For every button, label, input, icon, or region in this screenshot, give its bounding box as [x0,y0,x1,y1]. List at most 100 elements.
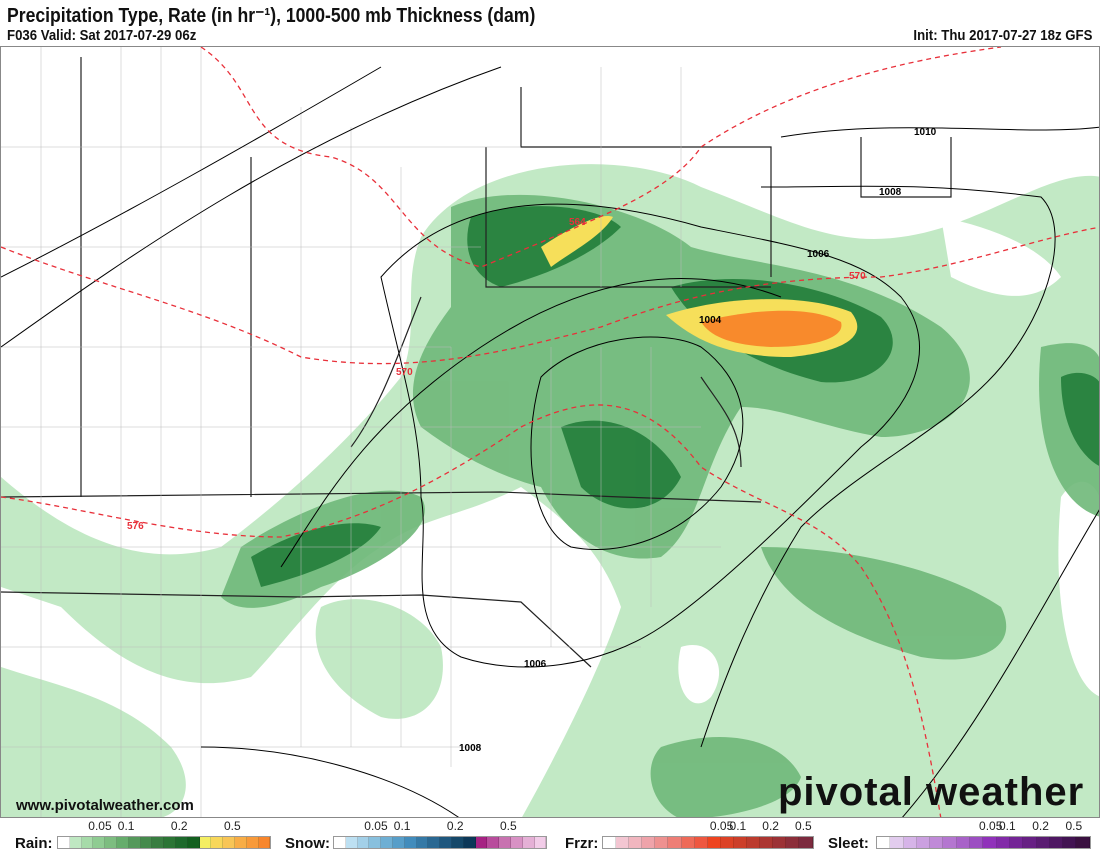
legend-swatch [69,837,82,848]
pivotal-weather-logo: pivotal weather [778,770,1085,814]
legend-swatch [199,837,212,848]
legend-swatch [258,837,271,848]
legend-swatch [105,837,117,848]
legend-swatch [799,837,813,848]
legend-swatch [234,837,247,848]
legend-swatch [694,837,708,848]
legend-swatch [760,837,774,848]
legend-tick: 0.2 [762,819,779,833]
precip-heavy-orange [701,310,842,347]
valid-time: F036 Valid: Sat 2017-07-29 06z [7,27,197,44]
isobars [1,66,1099,817]
legend-swatch [996,837,1010,848]
legend-swatch [223,837,235,848]
legend-swatch [451,837,464,848]
legend-swatch [681,837,695,848]
thickness-label: 564 [569,217,586,228]
isobar-label: 1004 [699,315,722,326]
page-title: Precipitation Type, Rate (in hr⁻¹), 1000… [7,5,536,27]
legend-swatch [140,837,153,848]
legend-swatch [404,837,417,848]
state-borders [1,57,952,668]
legend-tick: 0.1 [117,819,135,833]
legend-swatch [668,837,682,848]
legend-tick: 0.1 [393,819,411,833]
legend-swatch [499,837,511,848]
legend-swatch [616,837,630,848]
legend-swatch [510,837,523,848]
legend-tick: 0.2 [446,819,464,833]
legend-swatch [116,837,129,848]
legend-swatch [943,837,957,848]
legend-swatch [487,837,500,848]
legend-swatch [440,837,452,848]
legend-tick: 0.5 [795,819,812,833]
legend-swatch [345,837,358,848]
legend-tick: 0.1 [999,819,1016,833]
legend-tick: 0.05 [364,819,388,833]
legend-tick: 0.2 [170,819,188,833]
legend-swatch [175,837,188,848]
legend-tick: 0.05 [88,819,112,833]
legend-swatch [1023,837,1037,848]
legend-swatch [916,837,931,848]
legend-swatch [81,837,94,848]
legend-swatch [733,837,748,848]
legend-tick: 0.5 [500,819,517,833]
isobar-label: 1008 [459,743,482,754]
legend-swatch [930,837,944,848]
legend-swatch [720,837,734,848]
legend-swatch [211,837,224,848]
weather-map[interactable]: 1010 1008 1006 1004 1006 1008 564 570 57… [0,46,1100,818]
legend-label: Sleet: [828,835,869,852]
website-watermark: www.pivotalweather.com [16,797,194,814]
thickness-label: 570 [849,271,866,282]
legend-swatch [1036,837,1050,848]
legend-tick: 0.5 [224,819,241,833]
legend-swatch [890,837,904,848]
legend-swatch [164,837,176,848]
legend-swatch [534,837,547,848]
legend-swatch [983,837,997,848]
isobar-label: 1006 [524,659,547,670]
legend-swatch [187,837,200,848]
thickness-label: 570 [396,367,413,378]
legend-swatch [522,837,535,848]
legend-swatch [603,837,617,848]
isobar-label: 1010 [914,127,937,138]
legend-tick: 0.1 [729,819,747,833]
legend-swatch [381,837,393,848]
legend-swatch [970,837,984,848]
legend-swatch [747,837,761,848]
legend-swatch [463,837,476,848]
thickness-lines [1,47,1099,817]
legend-swatch [642,837,656,848]
county-borders [1,47,721,817]
legend-swatch [629,837,643,848]
legend-swatch [357,837,370,848]
legend-swatch [1076,837,1090,848]
legend-tick: 0.2 [1032,819,1049,833]
legend-swatch [707,837,721,848]
legend-swatch [246,837,259,848]
init-time: Init: Thu 2017-07-27 18z GFS [913,27,1092,44]
legend-swatch [786,837,800,848]
isobar-label: 1008 [879,187,902,198]
legend-swatch [416,837,429,848]
legend-swatch [1049,837,1064,848]
legend-swatch [93,837,106,848]
legend-swatch [877,837,891,848]
legend-swatch [773,837,787,848]
legend-swatch [58,837,70,848]
legend-swatch [475,837,488,848]
legend-swatch [334,837,346,848]
legend-swatch [655,837,669,848]
legend-swatch [369,837,382,848]
legend-swatch [903,837,917,848]
legend-swatch [1063,837,1077,848]
legend-swatch [956,837,971,848]
legend-swatch [428,837,441,848]
legend-tick: 0.05 [979,819,1003,833]
legend-swatch [392,837,405,848]
legend-swatch [1009,837,1024,848]
